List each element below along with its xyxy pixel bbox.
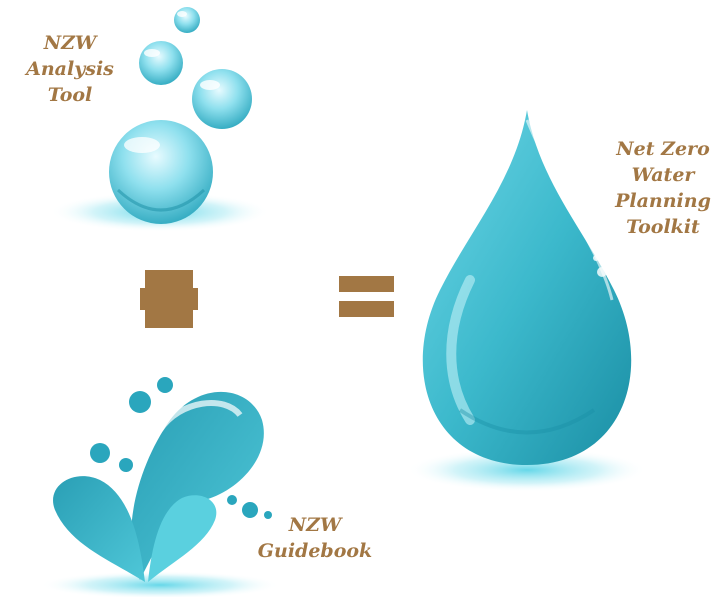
bubbles-icon (50, 7, 270, 232)
label-line: Planning (615, 190, 711, 212)
label-line: Guidebook (257, 540, 373, 562)
label-line: Tool (47, 84, 93, 106)
label-line: NZW (288, 514, 342, 536)
label-line: NZW (43, 32, 97, 54)
splash-icon (40, 377, 280, 597)
label-line: Net Zero (616, 138, 710, 160)
label-line: Toolkit (626, 216, 700, 238)
nzw-analysis-tool-label: NZW Analysis Tool (20, 30, 120, 108)
equals-icon (339, 276, 394, 317)
label-line: Analysis (26, 58, 114, 80)
water-drop-icon (407, 110, 647, 492)
plus-icon (140, 270, 198, 328)
nzw-guidebook-label: NZW Guidebook (240, 512, 390, 564)
label-line: Water (631, 164, 695, 186)
net-zero-water-toolkit-label: Net Zero Water Planning Toolkit (603, 136, 713, 240)
